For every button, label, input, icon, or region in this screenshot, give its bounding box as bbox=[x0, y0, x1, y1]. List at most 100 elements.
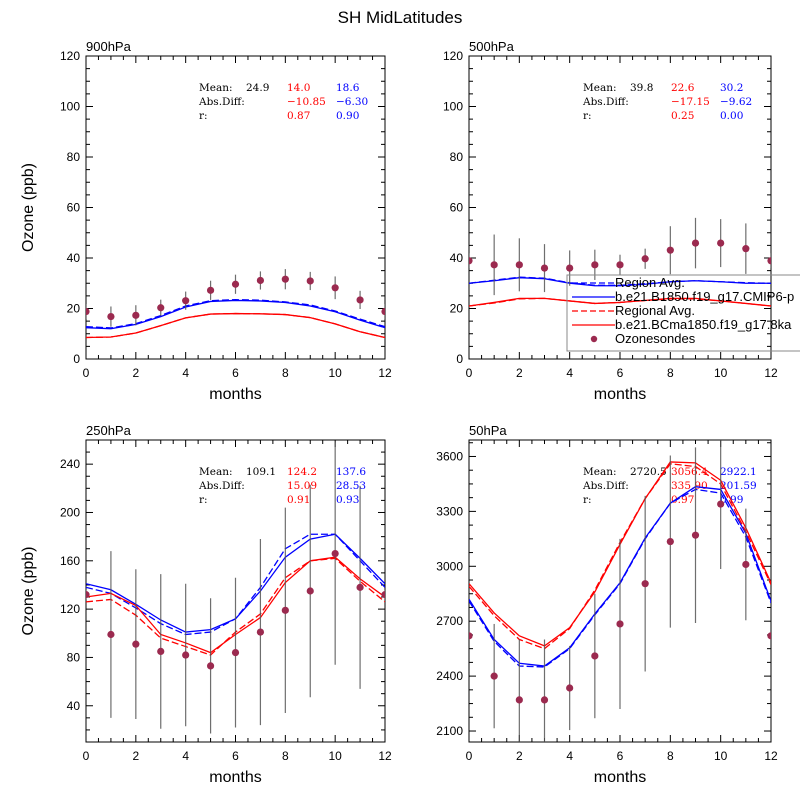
stat-blue-value: 30.2 bbox=[720, 82, 743, 94]
obs-point bbox=[540, 264, 549, 272]
y-tick-label: 3300 bbox=[436, 504, 463, 518]
panel-title: 900hPa bbox=[86, 39, 132, 54]
x-tick-label: 6 bbox=[232, 366, 239, 380]
obs-point bbox=[206, 286, 215, 294]
obs-point bbox=[641, 255, 649, 263]
plot-area bbox=[86, 269, 385, 339]
stat-red-value: 0.97 bbox=[671, 494, 694, 506]
obs-point bbox=[356, 296, 364, 304]
stat-label: r: bbox=[583, 110, 592, 122]
x-tick-label: 10 bbox=[714, 749, 728, 763]
stat-blue-value: −9.62 bbox=[720, 96, 752, 108]
stat-red-value: −17.15 bbox=[671, 96, 710, 108]
stat-obs-mean: 109.1 bbox=[246, 466, 276, 478]
obs-point bbox=[86, 591, 90, 599]
stat-blue-value: 0.90 bbox=[336, 110, 359, 122]
obs-point bbox=[157, 304, 165, 312]
x-tick-label: 0 bbox=[83, 366, 90, 380]
obs-point bbox=[107, 630, 115, 639]
obs-point bbox=[306, 277, 314, 285]
x-tick-label: 8 bbox=[667, 749, 674, 763]
stat-obs-mean: 24.9 bbox=[246, 82, 269, 94]
x-tick-label: 12 bbox=[764, 749, 778, 763]
legend-marker-icon bbox=[590, 335, 598, 343]
obs-point bbox=[157, 647, 165, 656]
y-axis-label: Ozone (ppb) bbox=[20, 163, 37, 252]
legend-entry-label: Region Avg. bbox=[615, 275, 685, 290]
stat-red-value: 0.87 bbox=[287, 110, 310, 122]
x-tick-label: 2 bbox=[132, 366, 139, 380]
stat-red-value: 22.6 bbox=[671, 82, 695, 94]
stat-red-value: 0.91 bbox=[287, 494, 310, 506]
legend-entry-label: Ozonesondes bbox=[615, 331, 696, 346]
y-tick-label: 200 bbox=[60, 505, 80, 519]
x-tick-label: 2 bbox=[132, 749, 139, 763]
obs-point bbox=[107, 312, 115, 321]
panel-title: 250hPa bbox=[86, 423, 132, 438]
x-tick-label: 8 bbox=[667, 366, 674, 380]
obs-point bbox=[182, 297, 190, 305]
stat-label: Abs.Diff: bbox=[582, 480, 629, 492]
x-tick-label: 2 bbox=[516, 366, 523, 380]
x-axis-label: months bbox=[594, 386, 646, 403]
legend-entry-label: b.e21.BCma1850.f19_g17.8ka bbox=[615, 317, 792, 332]
stat-blue-value: 201.59 bbox=[720, 480, 757, 492]
x-tick-label: 0 bbox=[83, 749, 90, 763]
stat-label: Mean: bbox=[199, 466, 233, 478]
x-tick-label: 0 bbox=[466, 366, 473, 380]
stat-red-value: −10.85 bbox=[287, 96, 326, 108]
y-axis-label: Ozone (ppb) bbox=[20, 547, 37, 636]
obs-point bbox=[231, 280, 240, 288]
obs-point bbox=[381, 307, 385, 316]
stat-label: Abs.Diff: bbox=[198, 480, 245, 492]
y-tick-label: 100 bbox=[443, 100, 463, 114]
y-tick-label: 40 bbox=[67, 699, 81, 713]
y-tick-label: 40 bbox=[450, 251, 464, 265]
stats-block: Mean: 39.8 22.6 30.2 Abs.Diff: −17.15 −9.62 r: 0… bbox=[582, 82, 752, 122]
x-axis-label: months bbox=[594, 769, 646, 786]
stat-label: Abs.Diff: bbox=[582, 96, 629, 108]
y-tick-label: 3000 bbox=[436, 559, 463, 573]
y-tick-label: 40 bbox=[67, 251, 81, 265]
stat-label: r: bbox=[583, 494, 592, 506]
y-tick-label: 2400 bbox=[436, 669, 463, 683]
stat-label: r: bbox=[199, 494, 208, 506]
x-tick-label: 10 bbox=[714, 366, 728, 380]
x-axis-label: months bbox=[209, 386, 261, 403]
y-tick-label: 2700 bbox=[436, 614, 463, 628]
stat-blue-value: 137.6 bbox=[336, 466, 366, 478]
obs-point bbox=[281, 606, 289, 614]
x-tick-label: 2 bbox=[516, 749, 523, 763]
obs-point bbox=[691, 531, 700, 539]
obs-point bbox=[515, 696, 523, 704]
x-tick-label: 8 bbox=[282, 749, 289, 763]
obs-point bbox=[256, 276, 265, 285]
obs-point bbox=[616, 620, 624, 628]
y-tick-label: 160 bbox=[60, 554, 80, 568]
obs-point bbox=[331, 284, 339, 292]
obs-point bbox=[666, 537, 674, 546]
stat-obs-mean: 39.8 bbox=[630, 82, 653, 94]
stat-blue-value: −6.30 bbox=[336, 96, 368, 108]
obs-point bbox=[132, 311, 140, 319]
legend: Region Avg.b.e21.B1850.f19_g17.CMIP6-pRe… bbox=[566, 274, 800, 352]
obs-point bbox=[767, 632, 771, 640]
figure-title: SH MidLatitudes bbox=[338, 8, 463, 27]
x-tick-label: 10 bbox=[328, 749, 342, 763]
stat-red-value: 14.0 bbox=[287, 82, 310, 94]
panel-title: 50hPa bbox=[469, 423, 507, 438]
x-tick-label: 6 bbox=[617, 366, 624, 380]
obs-point bbox=[182, 651, 190, 659]
obs-point bbox=[717, 239, 725, 247]
y-tick-label: 60 bbox=[450, 201, 464, 215]
y-tick-label: 20 bbox=[450, 302, 464, 316]
stat-red-value: 15.09 bbox=[287, 480, 317, 492]
obs-point bbox=[616, 261, 624, 269]
obs-point bbox=[515, 261, 523, 269]
stat-blue-value: 18.6 bbox=[336, 82, 360, 94]
x-tick-label: 10 bbox=[328, 366, 342, 380]
y-tick-label: 120 bbox=[60, 602, 80, 616]
